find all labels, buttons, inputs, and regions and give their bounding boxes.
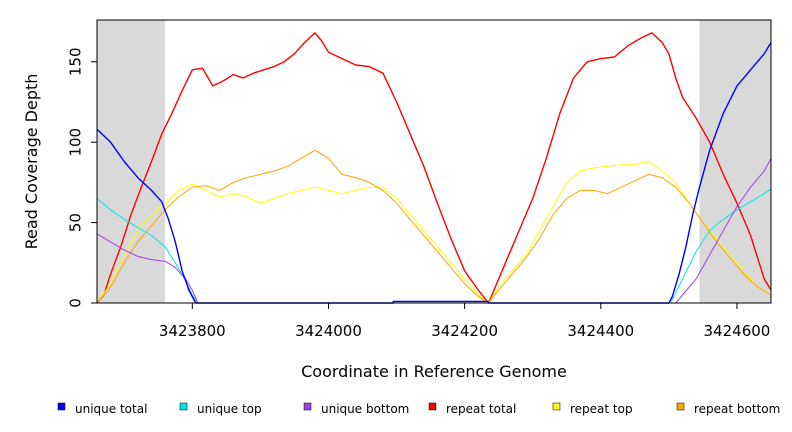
- y-tick-label: 150: [67, 47, 85, 76]
- series-line-repeat-top: [96, 161, 772, 304]
- y-axis-title: Read Coverage Depth: [22, 74, 41, 250]
- x-axis: 3423800 3424000 3424200 3424400 3424600: [159, 303, 770, 340]
- shaded-region-2: [699, 20, 771, 303]
- plot-frame: [96, 19, 772, 304]
- series-line-repeat-bottom: [96, 149, 772, 304]
- shaded-regions: [97, 20, 771, 303]
- x-tick-label: 3424600: [704, 322, 771, 340]
- y-tick-label: 50: [67, 213, 85, 232]
- legend-swatch-unique-top: [179, 402, 188, 411]
- series-line-repeat-total: [96, 32, 772, 304]
- x-tick-label: 3424400: [567, 322, 634, 340]
- x-tick-label: 3424200: [431, 322, 498, 340]
- series-line-unique-bottom: [96, 158, 772, 304]
- shaded-region-1: [97, 20, 166, 303]
- series-line-unique-top: [96, 188, 772, 304]
- y-axis: 0 50 100 150: [67, 47, 97, 308]
- legend-label-repeat-top: repeat top: [570, 402, 633, 416]
- legend-label-unique-total: unique total: [75, 402, 147, 416]
- x-axis-title: Coordinate in Reference Genome: [301, 362, 567, 381]
- legend-swatch-repeat-bottom: [676, 402, 685, 411]
- series-line-unique-total: [96, 42, 772, 304]
- legend-label-unique-top: unique top: [197, 402, 262, 416]
- x-tick-label: 3424000: [295, 322, 362, 340]
- legend-swatch-unique-bottom: [303, 402, 312, 411]
- legend-swatch-unique-total: [57, 402, 66, 411]
- legend: unique total unique top unique bottom repea…: [57, 402, 780, 416]
- legend-label-unique-bottom: unique bottom: [321, 402, 409, 416]
- legend-swatch-repeat-total: [428, 402, 437, 411]
- series-lines: [96, 32, 772, 304]
- y-tick-label: 100: [67, 128, 85, 157]
- legend-swatch-repeat-top: [552, 402, 561, 411]
- x-tick-label: 3423800: [159, 322, 226, 340]
- y-tick-label: 0: [67, 298, 85, 308]
- legend-label-repeat-bottom: repeat bottom: [694, 402, 780, 416]
- legend-label-repeat-total: repeat total: [446, 402, 516, 416]
